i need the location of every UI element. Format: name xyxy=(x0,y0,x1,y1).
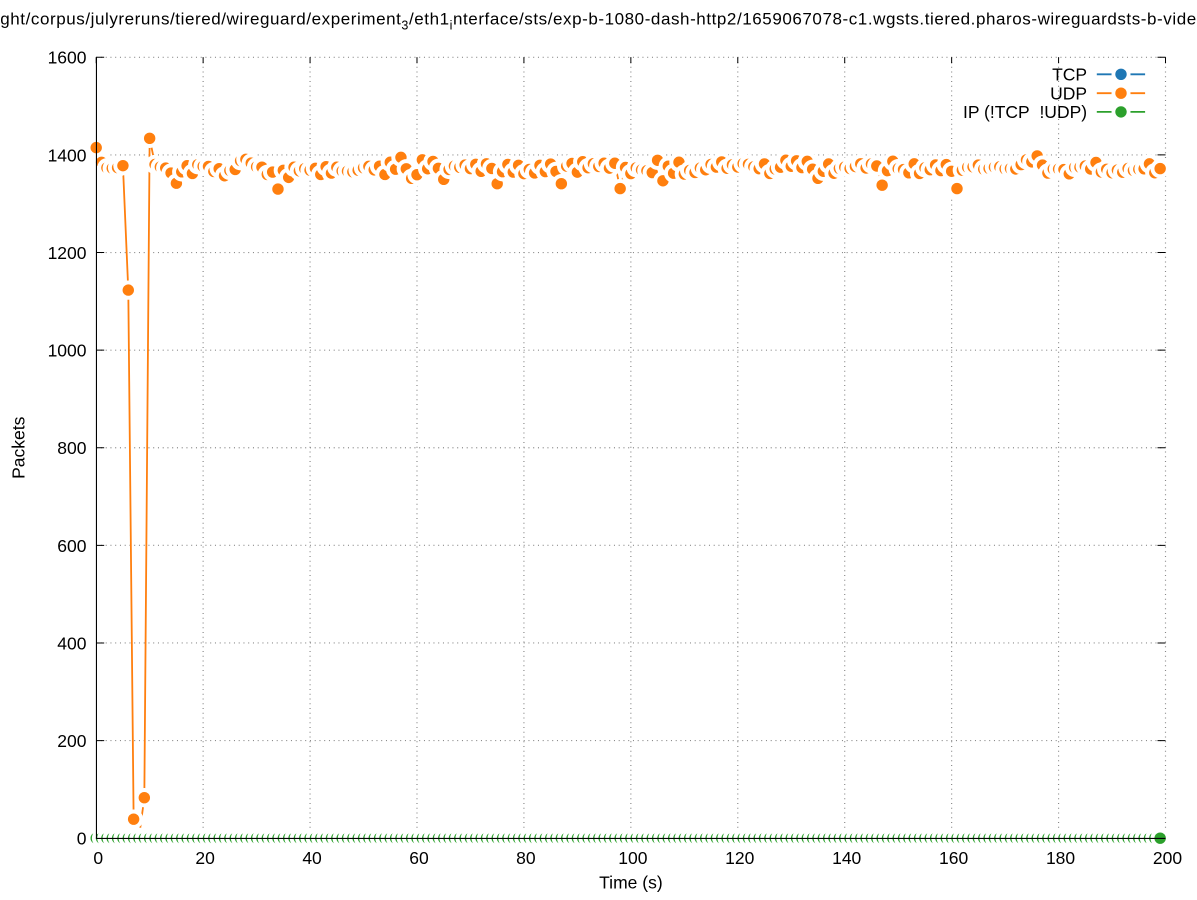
svg-text:1200: 1200 xyxy=(48,243,87,263)
svg-text:1600: 1600 xyxy=(48,48,87,68)
svg-text:IP (!TCP !UDP): IP (!TCP !UDP) xyxy=(963,102,1087,122)
svg-text:1000: 1000 xyxy=(48,341,87,361)
svg-text:180: 180 xyxy=(1046,848,1075,868)
svg-text:200: 200 xyxy=(1153,848,1182,868)
svg-text:140: 140 xyxy=(832,848,861,868)
svg-text:120: 120 xyxy=(725,848,754,868)
svg-text:160: 160 xyxy=(939,848,968,868)
svg-text:TCP: TCP xyxy=(1052,64,1087,84)
svg-text:200: 200 xyxy=(57,731,86,751)
svg-text:Time (s): Time (s) xyxy=(599,872,663,892)
svg-text:UDP: UDP xyxy=(1050,83,1087,103)
svg-text:ght/corpus/julyreruns/tiered/w: ght/corpus/julyreruns/tiered/wireguard/e… xyxy=(0,10,1197,33)
svg-text:40: 40 xyxy=(302,848,322,868)
svg-text:60: 60 xyxy=(409,848,429,868)
svg-text:Packets: Packets xyxy=(9,416,29,478)
svg-text:0: 0 xyxy=(77,829,87,849)
svg-text:0: 0 xyxy=(93,848,103,868)
svg-text:80: 80 xyxy=(516,848,536,868)
svg-text:20: 20 xyxy=(195,848,215,868)
svg-text:400: 400 xyxy=(57,633,86,653)
svg-text:100: 100 xyxy=(618,848,647,868)
svg-text:800: 800 xyxy=(57,438,86,458)
svg-text:600: 600 xyxy=(57,536,86,556)
svg-text:1400: 1400 xyxy=(48,145,87,165)
